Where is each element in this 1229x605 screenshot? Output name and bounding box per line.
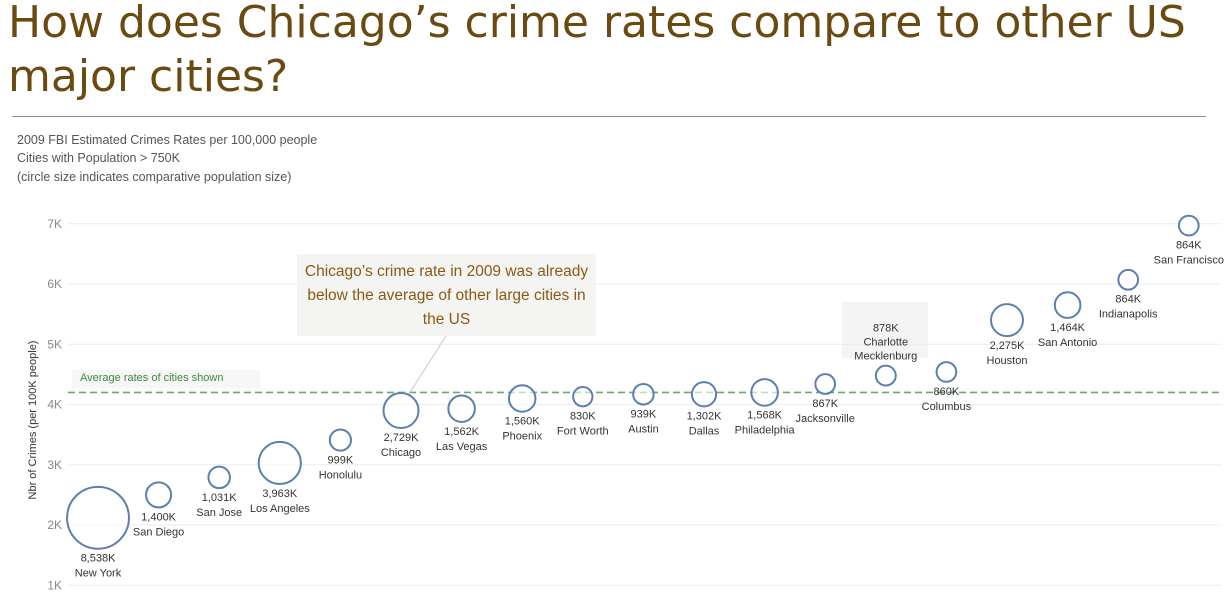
charlotte-annotation-box bbox=[842, 302, 928, 358]
y-axis-label: Nbr of Crimes (per 100K people) bbox=[27, 341, 39, 500]
population-label: 830K bbox=[570, 410, 596, 422]
city-label: Chicago bbox=[381, 447, 421, 459]
data-point-17 bbox=[1117, 268, 1140, 291]
y-tick-label: 4K bbox=[47, 398, 62, 412]
data-point-6 bbox=[447, 394, 476, 423]
data-point-5 bbox=[382, 392, 420, 430]
data-point-8 bbox=[572, 386, 594, 408]
y-tick-label: 7K bbox=[47, 217, 62, 231]
population-label: 1,302K bbox=[687, 410, 723, 422]
chicago-callout: Chicago’s crime rate in 2009 was already… bbox=[297, 254, 596, 336]
population-label: 3,963K bbox=[262, 488, 298, 500]
city-label: Las Vegas bbox=[436, 441, 488, 453]
population-label: 1,464K bbox=[1050, 322, 1086, 334]
city-label: Philadelphia bbox=[735, 425, 796, 437]
city-label: San Antonio bbox=[1038, 337, 1097, 349]
average-line-label: Average rates of cities shown bbox=[80, 372, 224, 384]
population-label: 2,275K bbox=[990, 340, 1026, 352]
data-point-18 bbox=[1177, 214, 1200, 237]
data-point-0 bbox=[66, 485, 130, 550]
data-point-4 bbox=[328, 428, 352, 452]
data-point-11 bbox=[750, 378, 779, 407]
population-label: 2,729K bbox=[384, 432, 420, 444]
city-label: New York bbox=[75, 568, 122, 580]
data-point-3 bbox=[257, 440, 302, 486]
population-label: 878K bbox=[873, 323, 899, 335]
city-label: San Jose bbox=[196, 507, 242, 519]
y-tick-label: 1K bbox=[47, 578, 62, 592]
city-label: Jacksonville bbox=[796, 413, 855, 425]
data-point-10 bbox=[690, 381, 718, 408]
chart-subtitle-line-1: 2009 FBI Estimated Crimes Rates per 100,… bbox=[17, 133, 318, 147]
city-label: Los Angeles bbox=[250, 503, 310, 515]
population-label: 864K bbox=[1176, 239, 1202, 251]
page-title: How does Chicago’s crime rates compare t… bbox=[8, 0, 1186, 102]
population-label: 999K bbox=[328, 455, 354, 467]
city-label: Mecklenburg bbox=[854, 351, 917, 363]
city-label: Dallas bbox=[689, 425, 720, 437]
city-label: Honolulu bbox=[319, 470, 362, 482]
city-label: Phoenix bbox=[502, 431, 542, 443]
data-point-9 bbox=[632, 382, 655, 406]
city-label: Fort Worth bbox=[557, 425, 609, 437]
population-label: 860K bbox=[934, 386, 960, 398]
city-label: Houston bbox=[987, 355, 1028, 367]
population-label: 1,031K bbox=[202, 492, 238, 504]
population-label: 8,538K bbox=[81, 553, 117, 565]
data-point-7 bbox=[507, 384, 537, 413]
city-label: Austin bbox=[628, 424, 659, 436]
average-label-background bbox=[72, 370, 260, 388]
population-label: 864K bbox=[1115, 294, 1141, 306]
city-label: San Diego bbox=[133, 526, 184, 538]
population-label: 939K bbox=[631, 409, 657, 421]
city-label: Charlotte bbox=[863, 337, 908, 349]
population-label: 867K bbox=[812, 398, 838, 410]
population-label: 1,568K bbox=[747, 410, 783, 422]
chart-subtitle-line-3: (circle size indicates comparative popul… bbox=[17, 170, 292, 184]
population-label: 1,560K bbox=[505, 416, 541, 428]
data-point-13 bbox=[874, 364, 897, 387]
callout-pointer bbox=[408, 335, 447, 395]
data-point-15 bbox=[990, 303, 1024, 338]
chart-subtitle-line-2: Cities with Population > 750K bbox=[17, 151, 180, 165]
city-label: Indianapolis bbox=[1099, 309, 1158, 321]
population-label: 1,400K bbox=[141, 511, 177, 523]
city-label: Columbus bbox=[922, 401, 972, 413]
y-tick-label: 6K bbox=[47, 277, 62, 291]
data-point-2 bbox=[207, 465, 231, 490]
population-label: 1,562K bbox=[444, 426, 480, 438]
data-point-14 bbox=[935, 361, 958, 383]
y-tick-label: 5K bbox=[47, 337, 62, 351]
data-point-16 bbox=[1053, 291, 1082, 319]
city-label: San Francisco bbox=[1154, 254, 1224, 266]
y-tick-label: 3K bbox=[47, 458, 62, 472]
data-point-1 bbox=[145, 481, 173, 509]
data-point-12 bbox=[814, 373, 837, 395]
y-tick-label: 2K bbox=[47, 518, 62, 532]
title-divider bbox=[12, 116, 1206, 117]
